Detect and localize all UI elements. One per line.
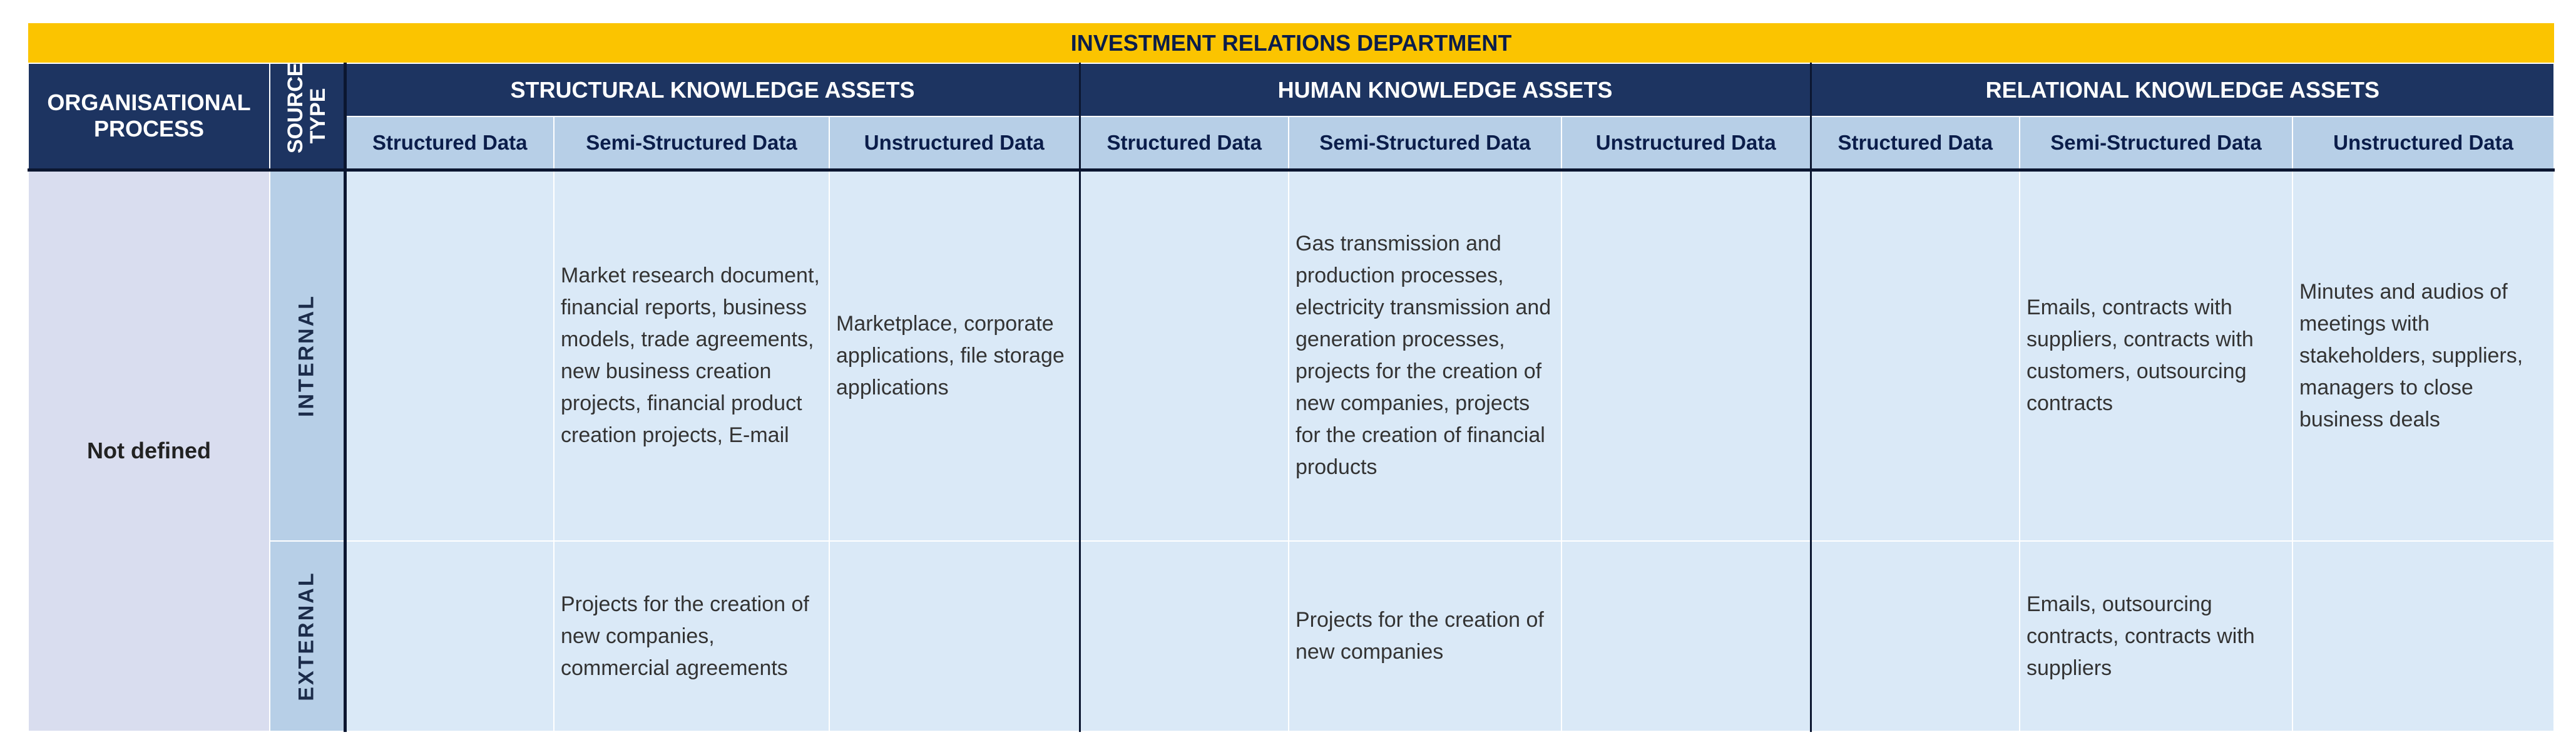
relational-semi-structured-header: Semi-Structured Data [2019,116,2293,170]
external-relational-semi-structured: Emails, outsourcing contracts, contracts… [2019,540,2293,732]
external-human-semi-structured: Projects for the creation of new compani… [1288,540,1562,732]
external-human-unstructured [1561,540,1812,732]
internal-label: INTERNAL [294,294,319,418]
relational-assets-header: RELATIONAL KNOWLEDGE ASSETS [1809,63,2555,117]
structural-structured-header: Structured Data [344,116,555,170]
structural-assets-header: STRUCTURAL KNOWLEDGE ASSETS [344,63,1081,117]
internal-human-structured [1079,168,1289,542]
human-semi-structured-header: Semi-Structured Data [1288,116,1562,170]
source-type-external: EXTERNAL [269,540,347,732]
human-structured-header: Structured Data [1079,116,1289,170]
external-human-structured [1079,540,1289,732]
knowledge-assets-table: INVESTMENT RELATIONS DEPARTMENT ORGANISA… [28,23,2555,732]
human-assets-header: HUMAN KNOWLEDGE ASSETS [1079,63,1812,117]
source-type-internal: INTERNAL [269,168,347,542]
external-structural-structured [344,540,555,732]
internal-structural-semi-structured: Market research document, financial repo… [553,168,830,542]
external-relational-unstructured [2291,540,2555,732]
internal-structural-unstructured: Marketplace, corporate applications, fil… [829,168,1081,542]
internal-relational-unstructured: Minutes and audios of meetings with stak… [2291,168,2555,542]
external-label: EXTERNAL [294,571,319,701]
relational-unstructured-header: Unstructured Data [2291,116,2555,170]
structural-unstructured-header: Unstructured Data [829,116,1081,170]
source-type-label: SOURCE TYPE [284,63,330,154]
internal-human-semi-structured: Gas transmission and production processe… [1288,168,1562,542]
internal-relational-semi-structured: Emails, contracts with suppliers, contra… [2019,168,2293,542]
department-title: INVESTMENT RELATIONS DEPARTMENT [28,23,2555,64]
human-unstructured-header: Unstructured Data [1561,116,1812,170]
organisational-process-value: Not defined [28,168,270,732]
external-structural-semi-structured: Projects for the creation of new compani… [553,540,830,732]
organisational-process-header: ORGANISATIONAL PROCESS [28,63,270,170]
structural-semi-structured-header: Semi-Structured Data [553,116,830,170]
source-type-header: SOURCE TYPE [269,63,347,170]
external-relational-structured [1810,540,2020,732]
external-structural-unstructured [829,540,1081,732]
internal-human-unstructured [1561,168,1812,542]
internal-structural-structured [344,168,555,542]
relational-structured-header: Structured Data [1810,116,2020,170]
internal-relational-structured [1810,168,2020,542]
